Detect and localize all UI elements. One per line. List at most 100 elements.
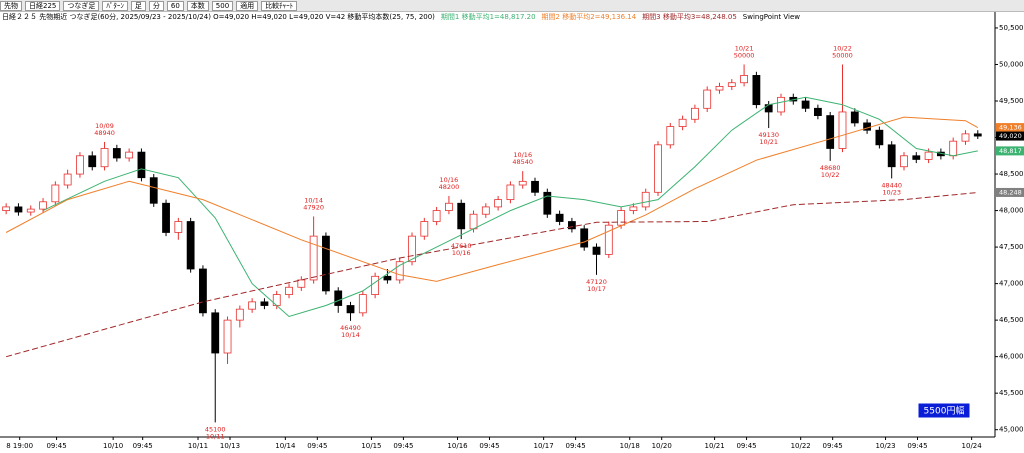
swing-date: 10/21 bbox=[759, 138, 778, 146]
candle-body bbox=[445, 202, 453, 211]
moving-average-line bbox=[5, 116, 979, 282]
y-tick-label: 45,000 bbox=[999, 426, 1024, 434]
candle-body bbox=[432, 210, 441, 222]
candle-body bbox=[641, 191, 650, 208]
header-item: SwingPoint View bbox=[743, 13, 800, 21]
toolbar-item[interactable]: 足 bbox=[130, 0, 146, 11]
toolbar-item[interactable]: ﾊﾟﾀｰﾝ bbox=[102, 0, 128, 11]
y-tick-label: 50,500 bbox=[999, 24, 1024, 32]
swing-price: 48440 bbox=[881, 181, 902, 189]
toolbar-item[interactable]: 500 bbox=[211, 0, 234, 11]
candle-body bbox=[531, 180, 539, 193]
candle-body bbox=[715, 85, 724, 91]
x-tick-label: 10/23 bbox=[875, 442, 895, 450]
x-tick-label: 10/14 bbox=[275, 442, 296, 450]
swing-price: 47920 bbox=[303, 203, 324, 211]
candle-body bbox=[961, 133, 970, 142]
x-tick-label: 10/22 bbox=[791, 442, 811, 450]
price-tag bbox=[996, 187, 1024, 197]
candle-body bbox=[813, 107, 822, 117]
moving-average-line bbox=[42, 96, 978, 318]
candle-body bbox=[666, 126, 675, 146]
candle-body bbox=[334, 290, 343, 306]
candle-body bbox=[186, 221, 195, 270]
candle-body bbox=[457, 202, 466, 230]
candle-body bbox=[285, 286, 293, 295]
candle-body bbox=[543, 191, 552, 215]
toolbar-item[interactable]: 比較ﾁｬｰﾄ bbox=[261, 0, 298, 11]
y-tick-label: 46,500 bbox=[999, 316, 1024, 324]
toolbar-item[interactable]: 日経225 bbox=[25, 0, 61, 11]
candle-body bbox=[162, 202, 170, 233]
swing-price: 47120 bbox=[586, 278, 607, 286]
y-tick-label: 48,500 bbox=[999, 170, 1024, 178]
candle-body bbox=[887, 144, 896, 168]
candle-body bbox=[494, 199, 503, 208]
swing-price: 50000 bbox=[832, 51, 853, 59]
y-tick-label: 47,500 bbox=[999, 243, 1024, 251]
candle-body bbox=[777, 96, 785, 113]
candle-body bbox=[395, 261, 404, 281]
candle-body bbox=[555, 213, 564, 222]
price-tag bbox=[996, 131, 1024, 141]
toolbar-item[interactable]: つなぎ足 bbox=[63, 0, 100, 11]
swing-date: 10/16 bbox=[513, 151, 532, 159]
toolbar-item[interactable]: 先物 bbox=[0, 0, 22, 11]
swing-date: 10/23 bbox=[882, 188, 901, 196]
x-tick-label: 10/24 bbox=[962, 442, 983, 450]
candle-body bbox=[912, 155, 921, 160]
swing-price: 47610 bbox=[451, 242, 472, 250]
swing-price: 50000 bbox=[734, 51, 755, 59]
x-tick-label: 09:45 bbox=[479, 442, 499, 450]
x-tick-label: 09:45 bbox=[566, 442, 586, 450]
swing-price: 48200 bbox=[439, 183, 460, 191]
candle-body bbox=[100, 148, 109, 168]
x-tick-label: 10/13 bbox=[220, 442, 240, 450]
candle-body bbox=[826, 115, 835, 149]
price-tag-label: 49,136 bbox=[999, 124, 1022, 132]
candle-body bbox=[740, 75, 748, 84]
candle-body bbox=[518, 180, 527, 186]
candle-body bbox=[248, 301, 257, 310]
candle-body bbox=[39, 201, 47, 210]
toolbar-item[interactable]: 適用 bbox=[236, 0, 259, 11]
toolbar-item[interactable]: 分 bbox=[148, 0, 164, 11]
candle-body bbox=[900, 155, 908, 168]
candle-body bbox=[223, 319, 232, 354]
candle-body bbox=[346, 305, 355, 314]
swing-price: 48940 bbox=[94, 129, 115, 137]
candle-body bbox=[137, 151, 146, 179]
toolbar-item[interactable]: 60 bbox=[166, 0, 184, 11]
price-tag-label: 48,248 bbox=[999, 188, 1022, 196]
candle-body bbox=[420, 221, 429, 237]
candle-body bbox=[211, 312, 220, 354]
swing-date: 10/22 bbox=[833, 44, 852, 52]
swing-price: 49130 bbox=[758, 131, 779, 139]
candle-body bbox=[801, 100, 810, 109]
swing-date: 10/09 bbox=[95, 122, 114, 130]
candle-body bbox=[174, 221, 183, 233]
x-tick-label: 09:45 bbox=[307, 442, 327, 450]
candle-body bbox=[580, 228, 589, 248]
swing-date: 10/16 bbox=[452, 249, 471, 257]
candle-body bbox=[125, 151, 134, 159]
swing-price: 48680 bbox=[820, 164, 841, 172]
header-item: 期間3 移動平均3=48,248.05 bbox=[642, 12, 737, 21]
swing-date: 10/11 bbox=[206, 432, 225, 440]
range-note-box bbox=[917, 402, 971, 419]
candle-body bbox=[850, 111, 859, 124]
toolbar-item[interactable]: 本数 bbox=[186, 0, 209, 11]
header-item: 日経２２５ 先物期近 つなぎ足(60分, 2025/09/23 - 2025/1… bbox=[2, 12, 435, 21]
y-tick-label: 48,000 bbox=[999, 207, 1024, 215]
candle-body bbox=[358, 294, 367, 314]
swing-date: 10/16 bbox=[440, 176, 459, 184]
swing-price: 48540 bbox=[512, 158, 533, 166]
candle-body bbox=[26, 208, 35, 213]
